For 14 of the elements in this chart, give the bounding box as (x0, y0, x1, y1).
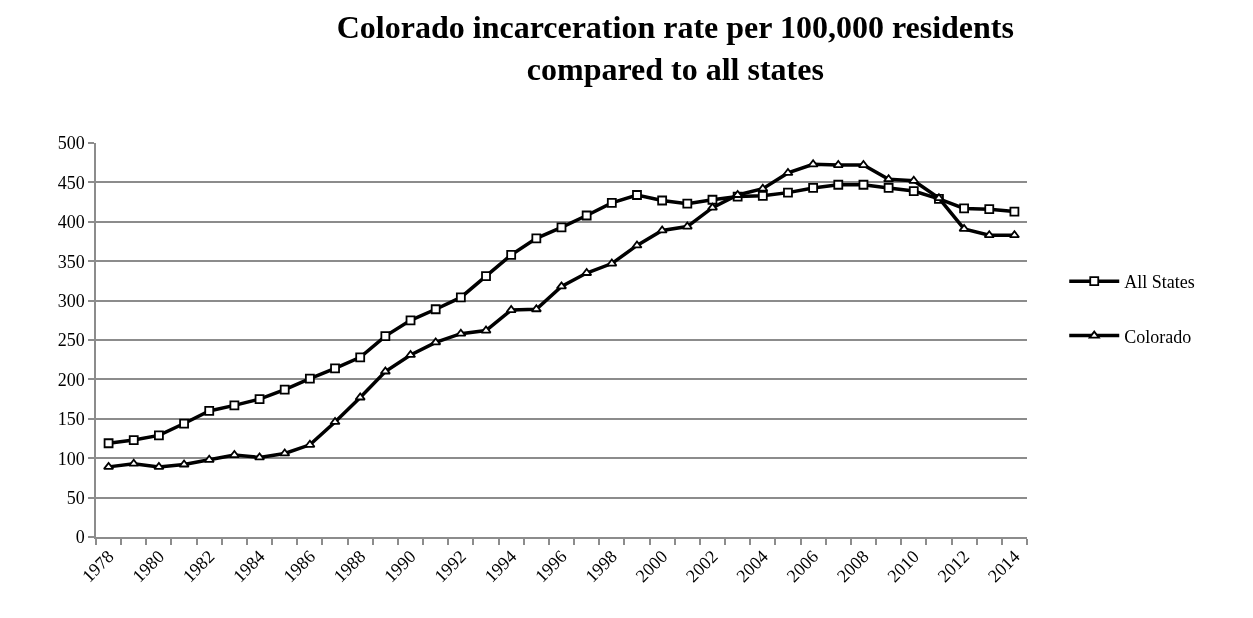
y-tick-label: 150 (57, 409, 85, 430)
y-tick-label: 0 (75, 527, 85, 548)
y-tick-label: 300 (57, 290, 85, 311)
y-tick-label: 400 (57, 212, 85, 233)
chart-title: Colorado incarceration rate per 100,000 residents compared to all states (336, 9, 1014, 87)
y-tick-label: 250 (57, 330, 85, 351)
legend-label: All States (1124, 272, 1195, 293)
y-tick-label: 500 (57, 133, 85, 154)
y-tick-label: 50 (66, 487, 85, 508)
y-tick-label: 200 (57, 369, 85, 390)
y-tick-label: 350 (57, 251, 85, 272)
y-tick-label: 100 (57, 448, 85, 469)
legend-label: Colorado (1124, 326, 1192, 347)
y-tick-label: 450 (57, 172, 85, 193)
